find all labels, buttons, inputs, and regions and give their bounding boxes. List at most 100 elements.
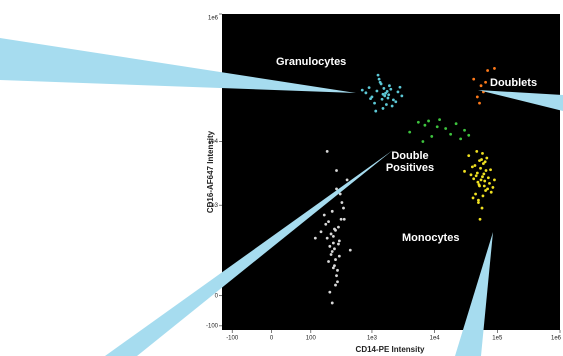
data-point: [416, 120, 420, 124]
data-point: [483, 160, 487, 164]
data-point: [463, 128, 466, 132]
y-tick-label: 1e4: [208, 139, 219, 145]
data-point: [380, 97, 384, 101]
x-tick-label: 100: [306, 336, 317, 342]
data-point: [333, 247, 336, 251]
data-point: [383, 94, 387, 98]
data-point: [474, 174, 478, 178]
data-point: [386, 96, 390, 100]
data-point: [481, 152, 484, 155]
data-point: [479, 166, 482, 170]
data-point: [337, 254, 341, 258]
data-point: [479, 178, 483, 182]
data-point: [491, 186, 495, 189]
data-point: [423, 123, 427, 127]
data-point: [430, 135, 434, 138]
data-point: [454, 122, 458, 126]
data-point: [334, 283, 337, 287]
data-point: [482, 162, 485, 165]
plot-area: [222, 14, 560, 330]
population-label: Doublets: [490, 77, 537, 89]
data-point: [328, 244, 332, 248]
data-point: [427, 119, 430, 123]
data-point: [470, 165, 474, 169]
data-point: [337, 242, 340, 246]
data-point: [339, 217, 343, 221]
data-point: [478, 217, 482, 221]
data-point: [388, 84, 391, 88]
data-point: [484, 169, 488, 172]
data-point: [324, 222, 328, 226]
data-point: [360, 88, 364, 92]
data-point: [484, 189, 487, 192]
data-point: [331, 234, 335, 238]
data-point: [376, 73, 380, 77]
data-point: [478, 184, 481, 188]
data-point: [329, 232, 333, 236]
data-point: [488, 181, 491, 185]
data-point: [480, 206, 484, 210]
data-point: [333, 264, 336, 268]
data-point: [475, 149, 479, 153]
data-point: [459, 137, 463, 141]
callout-beam: [105, 150, 393, 356]
data-point: [334, 258, 337, 261]
callout-beam: [455, 232, 493, 356]
population-label: Monocytes: [402, 232, 459, 244]
data-point: [322, 213, 326, 217]
data-point: [390, 104, 394, 108]
data-point: [435, 125, 439, 129]
data-point: [400, 94, 404, 98]
data-point: [472, 77, 476, 81]
data-point: [484, 80, 487, 84]
data-point: [463, 169, 466, 173]
data-point: [384, 91, 387, 95]
data-point: [319, 230, 323, 234]
data-point: [486, 69, 490, 72]
data-point: [489, 168, 492, 172]
data-point: [331, 241, 335, 245]
population-label: Double Positives: [385, 150, 435, 174]
data-point: [384, 103, 388, 106]
data-point: [327, 260, 330, 263]
x-tick-label: 1e4: [430, 336, 441, 342]
data-point: [330, 209, 334, 213]
data-point: [473, 164, 477, 167]
data-point: [325, 149, 329, 153]
data-point: [377, 77, 381, 81]
data-point: [469, 173, 473, 177]
data-point: [336, 268, 339, 272]
data-point: [481, 175, 484, 179]
data-point: [398, 85, 402, 89]
data-point: [342, 217, 346, 221]
points: [313, 67, 496, 305]
data-point: [374, 109, 378, 113]
data-point: [342, 206, 345, 210]
data-point: [330, 301, 334, 305]
data-point: [394, 100, 398, 104]
callout-beams: [0, 38, 563, 356]
data-point: [333, 227, 336, 231]
y-tick-label: -100: [206, 323, 219, 329]
data-point: [335, 187, 338, 191]
data-point: [421, 140, 425, 143]
data-point: [348, 248, 352, 252]
data-point: [313, 236, 317, 240]
data-point: [444, 127, 448, 130]
y-tick-label: 0: [215, 293, 219, 299]
data-point: [474, 192, 477, 196]
data-point: [387, 93, 391, 97]
data-point: [480, 158, 483, 161]
data-point: [382, 87, 386, 90]
data-point: [438, 118, 441, 122]
data-point: [364, 91, 368, 95]
data-point: [477, 198, 480, 202]
data-point: [486, 187, 490, 191]
population-label: Granulocytes: [276, 56, 346, 68]
data-point: [338, 192, 342, 196]
data-point: [396, 90, 400, 94]
x-tick-label: 0: [270, 336, 274, 342]
data-point: [472, 177, 476, 181]
data-point: [471, 196, 475, 200]
